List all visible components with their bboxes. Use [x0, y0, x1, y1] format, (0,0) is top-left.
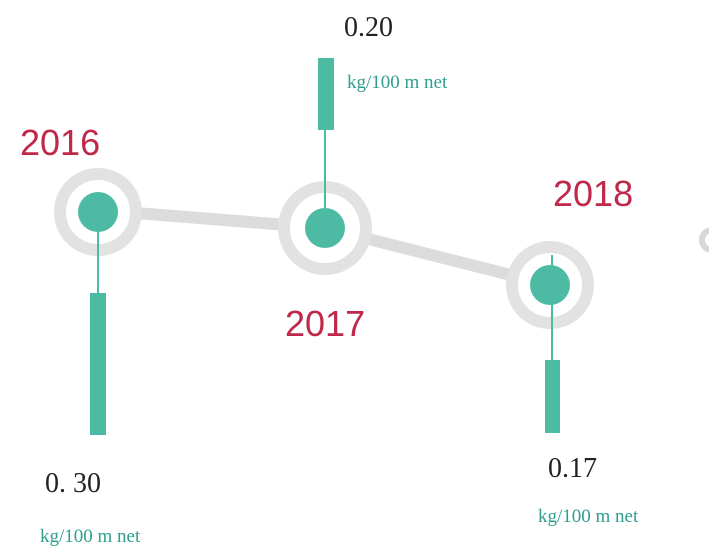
- unit-label: kg/100 m net: [40, 526, 141, 547]
- bar: [545, 360, 560, 433]
- unit-label: kg/100 m net: [347, 72, 448, 93]
- node-dot: [305, 208, 345, 248]
- value-label: 0.17: [548, 453, 597, 484]
- bar: [90, 293, 106, 435]
- value-label: 0. 30: [45, 468, 101, 499]
- unit-label: kg/100 m net: [538, 506, 639, 527]
- next-node: [699, 227, 709, 253]
- year-label: 2017: [285, 303, 365, 344]
- value-label: 0.20: [344, 12, 393, 43]
- bar: [318, 58, 334, 130]
- node-dot: [530, 265, 570, 305]
- year-label: 2018: [553, 173, 633, 214]
- node-dot: [78, 192, 118, 232]
- year-label: 2016: [20, 122, 100, 163]
